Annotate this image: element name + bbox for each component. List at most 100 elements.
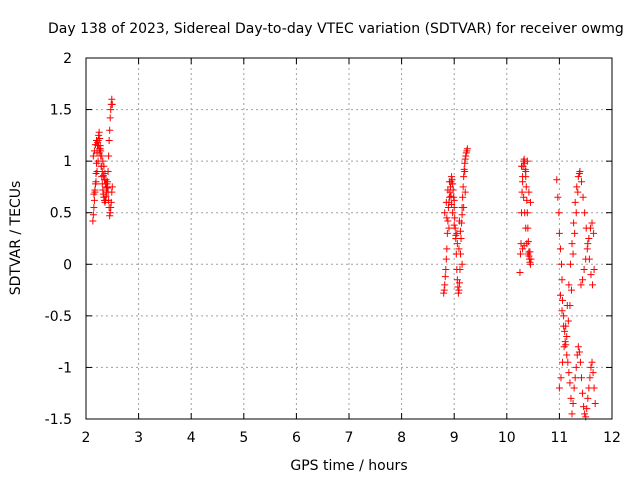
- data-point: [586, 224, 594, 232]
- data-point: [95, 149, 103, 157]
- data-point: [459, 183, 467, 191]
- data-point: [558, 260, 566, 268]
- data-point: [560, 312, 568, 320]
- data-point: [445, 224, 453, 232]
- x-tick-labels: 2 3 4 5 6 7 8 9 10 11 12: [82, 430, 621, 446]
- data-point: [95, 142, 103, 150]
- data-point: [457, 235, 465, 242]
- data-point: [567, 286, 575, 294]
- x-tick-label: 3: [134, 430, 143, 446]
- data-point: [455, 245, 463, 253]
- data-point: [563, 332, 571, 340]
- plot-frame: [85, 57, 613, 420]
- data-point: [579, 193, 587, 201]
- data-point: [90, 147, 98, 155]
- x-tick-label: 12: [603, 430, 621, 446]
- data-point: [442, 198, 450, 206]
- data-point: [571, 198, 579, 206]
- data-point: [105, 137, 113, 145]
- data-point: [518, 162, 526, 170]
- data-point: [518, 188, 526, 196]
- data-point: [579, 276, 587, 284]
- data-point: [590, 384, 598, 392]
- data-point: [461, 188, 469, 196]
- data-point: [581, 410, 589, 418]
- data-point: [440, 286, 448, 294]
- data-point: [525, 188, 533, 196]
- data-point: [89, 217, 97, 225]
- data-point: [583, 405, 591, 413]
- data-point: [455, 217, 463, 225]
- data-point: [441, 209, 449, 217]
- x-tick-label: 7: [345, 430, 354, 446]
- data-point: [557, 374, 565, 382]
- data-point: [451, 224, 459, 232]
- data-point: [89, 211, 97, 219]
- data-point: [106, 212, 114, 220]
- data-point: [442, 265, 450, 273]
- data-point: [91, 141, 99, 149]
- data-point: [584, 394, 592, 402]
- data-point: [556, 245, 564, 253]
- data-point: [90, 190, 98, 198]
- data-point: [566, 379, 574, 387]
- data-point: [587, 363, 595, 371]
- data-point: [575, 170, 583, 178]
- data-point: [95, 131, 103, 139]
- data-point: [588, 219, 596, 227]
- chart-title: Day 138 of 2023, Sidereal Day-to-day VTE…: [48, 21, 624, 37]
- data-point: [444, 186, 452, 194]
- y-tick-label: -0.5: [45, 309, 72, 325]
- data-point: [108, 100, 116, 108]
- data-point: [460, 204, 468, 212]
- y-tick-label: 1: [63, 154, 72, 170]
- data-point: [455, 286, 463, 294]
- data-point: [526, 198, 534, 206]
- data-point: [576, 358, 584, 366]
- x-tick-label: 4: [187, 430, 196, 446]
- data-point: [571, 229, 579, 237]
- data-point: [443, 214, 451, 222]
- y-tick-label: -1.5: [45, 412, 72, 428]
- data-point: [104, 188, 112, 196]
- data-point: [457, 250, 465, 258]
- data-point: [99, 186, 107, 194]
- y-axis-label: SDTVAR / TECUs: [8, 181, 24, 296]
- data-point: [582, 255, 590, 263]
- series-cluster-11.3h: [553, 167, 599, 421]
- data-point: [90, 196, 98, 204]
- data-point: [568, 410, 576, 418]
- data-point: [99, 172, 107, 180]
- data-point: [103, 184, 111, 192]
- data-point: [456, 265, 464, 273]
- data-point: [454, 283, 462, 291]
- data-point: [523, 157, 531, 165]
- data-point: [106, 114, 114, 122]
- data-point: [443, 245, 451, 253]
- data-point: [563, 351, 571, 359]
- data-point: [102, 192, 110, 200]
- data-point: [569, 400, 577, 408]
- data-point: [449, 209, 457, 217]
- data-point: [522, 224, 530, 232]
- data-point: [574, 343, 582, 351]
- data-point: [108, 95, 116, 103]
- data-point: [590, 265, 598, 273]
- data-point: [520, 193, 528, 201]
- data-point: [453, 229, 461, 237]
- data-point: [461, 167, 469, 175]
- data-point: [460, 173, 468, 181]
- data-point: [454, 289, 462, 297]
- y-tick-label: -1: [58, 360, 72, 376]
- data-point: [583, 245, 591, 253]
- y-tick-label: 2: [63, 51, 72, 67]
- data-point: [591, 400, 599, 408]
- data-point: [448, 173, 456, 181]
- data-point: [587, 271, 595, 279]
- data-point: [461, 155, 469, 163]
- data-point: [555, 229, 563, 237]
- data-point: [443, 229, 451, 237]
- data-point: [561, 327, 569, 335]
- data-point: [561, 338, 569, 346]
- data-point: [522, 183, 530, 191]
